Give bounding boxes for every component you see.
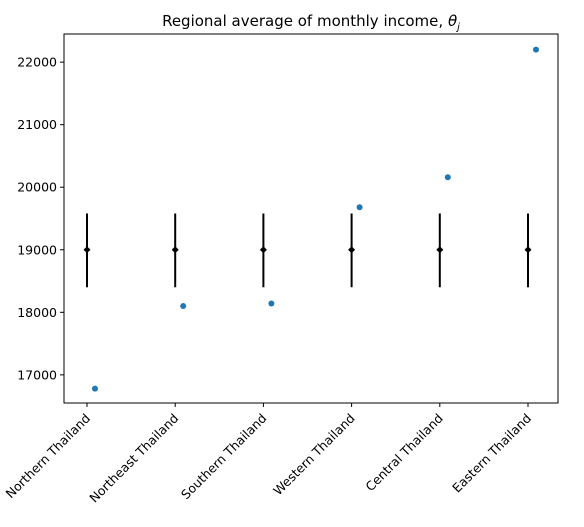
y-tick-label-4: 21000: [17, 117, 57, 132]
diamond-point-4: [436, 246, 444, 254]
diamond-point-0: [83, 246, 91, 254]
data-point-1: [180, 303, 187, 310]
data-point-0: [92, 385, 98, 392]
x-tick-label-3: Western Thailand: [270, 411, 358, 499]
diamond-point-1: [171, 246, 179, 254]
data-point-4: [444, 174, 451, 181]
x-tick-label-1: Northeast Thailand: [86, 411, 181, 506]
x-tick-label-0: Northern Thailand: [3, 411, 94, 502]
x-tick-label-2: Southern Thailand: [178, 411, 270, 503]
chart-title-symbol: θ: [448, 12, 457, 30]
plot-marks: [83, 46, 539, 392]
diamond-point-3: [348, 246, 356, 254]
x-tick-label-4: Central Thailand: [362, 411, 446, 495]
diamond-point-5: [524, 246, 532, 254]
chart-title-subscript: j: [455, 22, 460, 33]
y-tick-label-5: 22000: [17, 55, 57, 70]
data-point-5: [533, 46, 539, 53]
y-tick-label-1: 18000: [17, 305, 57, 320]
chart-title-text: Regional average of monthly income,: [162, 12, 448, 30]
plot-frame: [63, 33, 559, 404]
x-tick-label-5: Eastern Thailand: [449, 411, 534, 496]
y-tick-label-3: 20000: [17, 180, 57, 195]
y-tick-label-2: 19000: [17, 242, 57, 257]
diamond-point-2: [259, 246, 267, 254]
y-tick-label-0: 17000: [17, 367, 57, 382]
chart-title: Regional average of monthly income, θj: [162, 12, 460, 33]
data-point-2: [268, 300, 275, 307]
data-point-3: [356, 204, 363, 211]
y-axis: 17000 18000 19000 20000 21000 22000: [17, 55, 64, 382]
